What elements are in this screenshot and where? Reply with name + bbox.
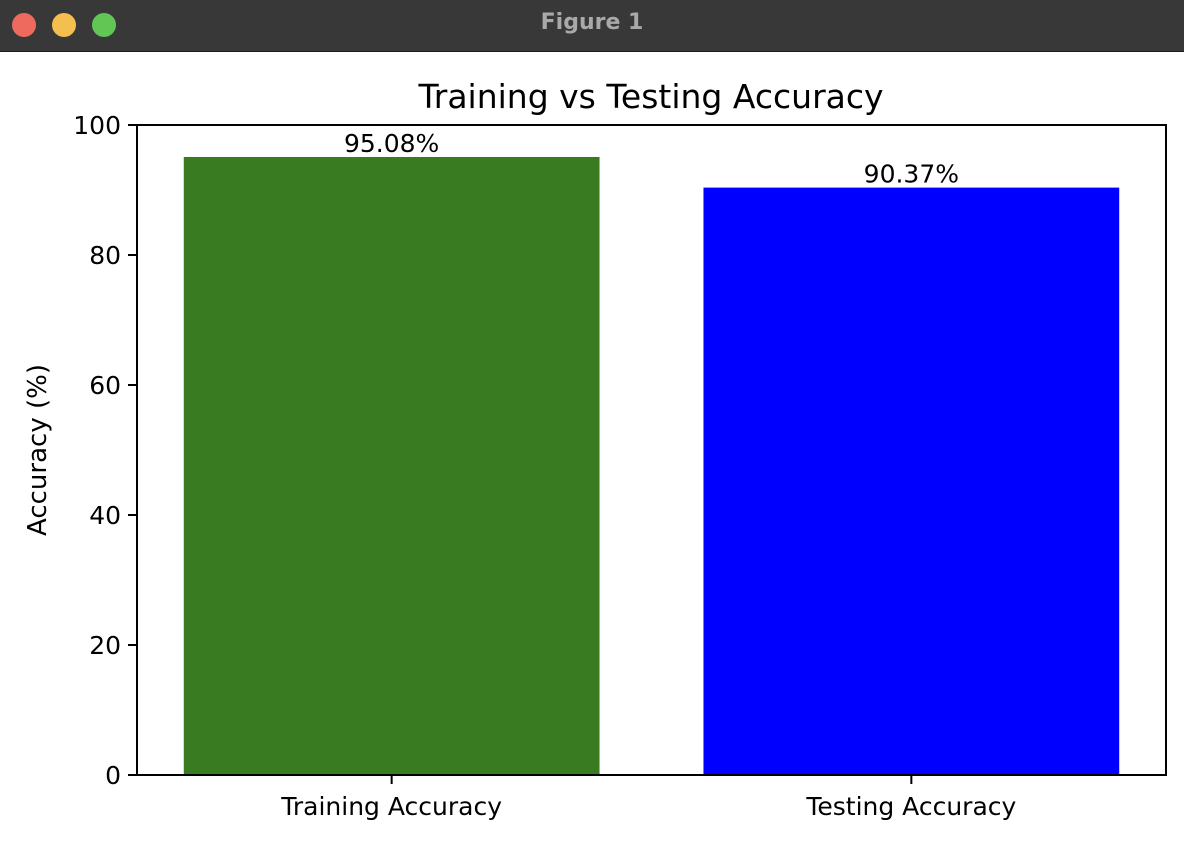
close-window-button[interactable]	[12, 13, 36, 37]
x-tick-label: Training Accuracy	[280, 792, 502, 821]
y-axis-label: Accuracy (%)	[23, 364, 53, 536]
plot-frame	[136, 124, 1167, 776]
y-tick-label: 80	[89, 241, 121, 270]
zoom-window-button[interactable]	[92, 13, 116, 37]
bar-testing-accuracy	[703, 187, 1120, 776]
bars	[183, 156, 1120, 776]
bar-value-labels: 95.08% 90.37%	[344, 129, 959, 189]
y-tick-label: 100	[73, 111, 121, 140]
y-tick-label: 60	[89, 371, 121, 400]
bar-value-label: 95.08%	[344, 129, 439, 158]
x-tick-label: Testing Accuracy	[805, 792, 1016, 821]
bar-training-accuracy	[183, 156, 600, 776]
figure-canvas: Training vs Testing Accuracy Accuracy (%…	[0, 52, 1184, 852]
y-tick-label: 40	[89, 501, 121, 530]
y-tick-label: 0	[105, 761, 121, 790]
axis-ticks: 0 20 40 60 80 100 Training Accuracy Testing Acc…	[73, 111, 1016, 821]
bar-value-label: 90.37%	[864, 160, 959, 189]
chart-title: Training vs Testing Accuracy	[417, 77, 883, 116]
window-title: Figure 1	[540, 10, 644, 35]
minimize-window-button[interactable]	[52, 13, 76, 37]
window-titlebar[interactable]: Figure 1	[0, 0, 1184, 52]
bar-chart: Training vs Testing Accuracy Accuracy (%…	[23, 77, 1167, 821]
y-tick-label: 20	[89, 631, 121, 660]
